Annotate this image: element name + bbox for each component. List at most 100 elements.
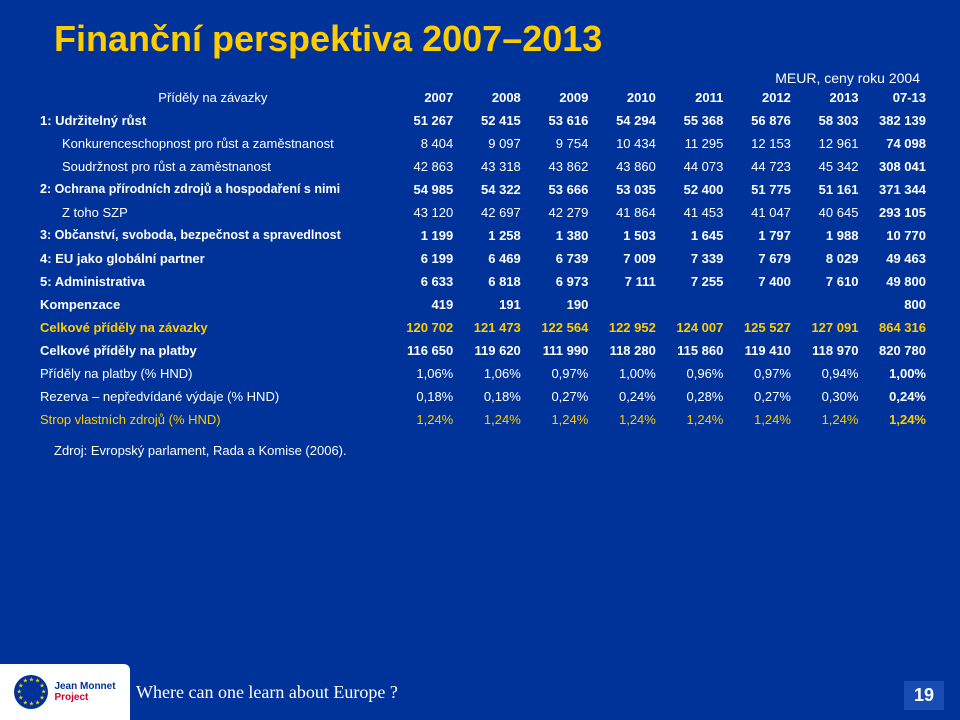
data-cell: 125 527 [725,316,793,339]
data-cell: 7 679 [725,247,793,270]
data-cell: 1,24% [455,408,523,431]
data-cell: 120 702 [388,316,456,339]
header-year: 2007 [388,86,456,109]
row-label: 1: Udržitelný růst [38,109,388,132]
data-cell: 54 985 [388,178,456,201]
row-label: Kompenzace [38,293,388,316]
data-cell: 1 988 [793,224,861,247]
data-cell: 122 564 [523,316,591,339]
data-cell: 54 322 [455,178,523,201]
data-cell: 1,24% [725,408,793,431]
data-cell: 43 120 [388,201,456,224]
data-cell: 45 342 [793,155,861,178]
data-cell: 6 973 [523,270,591,293]
project-logo: ★★★★★★★★★★★★ Jean Monnet Project [0,664,130,720]
header-year: 2013 [793,86,861,109]
data-cell: 51 161 [793,178,861,201]
data-cell: 1,24% [523,408,591,431]
data-cell: 54 294 [590,109,658,132]
data-cell: 1,24% [860,408,928,431]
data-cell: 1 380 [523,224,591,247]
data-cell: 0,18% [455,385,523,408]
header-year: 2008 [455,86,523,109]
row-label: 3: Občanství, svoboda, bezpečnost a spra… [38,224,388,247]
row-label: 2: Ochrana přírodních zdrojů a hospodaře… [38,178,388,201]
data-cell: 1 645 [658,224,726,247]
data-cell: 43 862 [523,155,591,178]
data-table: Příděly na závazky20072008200920102011 20… [38,86,928,431]
data-cell: 40 645 [793,201,861,224]
data-cell: 0,97% [523,362,591,385]
data-cell: 7 339 [658,247,726,270]
data-cell: 6 469 [455,247,523,270]
data-cell: 0,97% [725,362,793,385]
data-cell: 56 876 [725,109,793,132]
data-cell: 800 [860,293,928,316]
logo-text: Jean Monnet Project [54,681,115,703]
row-label: Soudržnost pro růst a zaměstnanost [38,155,388,178]
data-cell: 12 961 [793,132,861,155]
data-cell: 9 097 [455,132,523,155]
data-cell: 1 797 [725,224,793,247]
header-label: Příděly na závazky [38,86,388,109]
data-cell: 1 503 [590,224,658,247]
data-cell: 52 415 [455,109,523,132]
data-cell: 6 199 [388,247,456,270]
header-year: 2010 [590,86,658,109]
data-cell: 42 279 [523,201,591,224]
data-cell: 44 723 [725,155,793,178]
row-label: Konkurenceschopnost pro růst a zaměstnan… [38,132,388,155]
data-cell: 371 344 [860,178,928,201]
data-cell: 820 780 [860,339,928,362]
data-cell: 7 009 [590,247,658,270]
data-cell: 42 697 [455,201,523,224]
data-cell: 124 007 [658,316,726,339]
data-cell: 118 970 [793,339,861,362]
data-cell: 41 864 [590,201,658,224]
row-label: Příděly na platby (% HND) [38,362,388,385]
data-cell: 49 800 [860,270,928,293]
data-cell: 43 318 [455,155,523,178]
row-label: Celkové příděly na platby [38,339,388,362]
data-cell: 51 267 [388,109,456,132]
data-cell: 6 633 [388,270,456,293]
data-cell: 6 739 [523,247,591,270]
data-cell: 7 255 [658,270,726,293]
data-cell: 8 029 [793,247,861,270]
data-cell [658,293,726,316]
data-cell: 0,24% [860,385,928,408]
row-label: Celkové příděly na závazky [38,316,388,339]
data-cell: 6 818 [455,270,523,293]
data-cell: 51 775 [725,178,793,201]
data-cell: 0,30% [793,385,861,408]
header-year: 07-13 [860,86,928,109]
data-cell: 12 153 [725,132,793,155]
data-cell: 7 610 [793,270,861,293]
data-cell: 55 368 [658,109,726,132]
row-label: 4: EU jako globální partner [38,247,388,270]
data-cell: 7 400 [725,270,793,293]
header-year: 2011 [658,86,726,109]
data-cell: 1,24% [388,408,456,431]
data-cell: 42 863 [388,155,456,178]
header-year: 2009 [523,86,591,109]
data-cell: 191 [455,293,523,316]
data-cell: 111 990 [523,339,591,362]
data-cell: 864 316 [860,316,928,339]
page-title: Finanční perspektiva 2007–2013 [0,0,960,64]
data-cell: 1,24% [658,408,726,431]
units-label: MEUR, ceny roku 2004 [775,70,920,86]
row-label: Strop vlastních zdrojů (% HND) [38,408,388,431]
row-label: Z toho SZP [38,201,388,224]
source-note: Zdroj: Evropský parlament, Rada a Komise… [0,431,960,458]
data-cell: 121 473 [455,316,523,339]
data-cell: 1,00% [590,362,658,385]
data-cell: 119 410 [725,339,793,362]
data-cell: 115 860 [658,339,726,362]
data-cell: 49 463 [860,247,928,270]
data-cell: 53 666 [523,178,591,201]
data-cell: 0,96% [658,362,726,385]
data-cell: 44 073 [658,155,726,178]
data-cell: 74 098 [860,132,928,155]
data-cell: 308 041 [860,155,928,178]
